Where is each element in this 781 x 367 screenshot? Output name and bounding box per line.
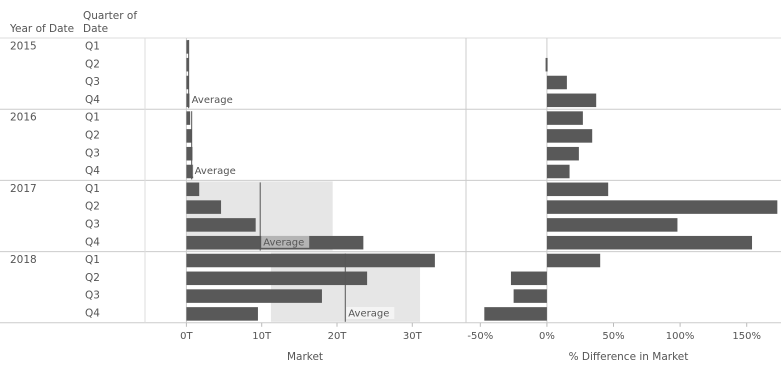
quarter-label: Q4 [85, 94, 100, 106]
average-label-bg [346, 307, 395, 319]
market-axis-title: Market [287, 351, 323, 363]
pct-diff-bar-2018-Q3 [513, 289, 547, 303]
market-bar-2016-Q1 [186, 111, 191, 125]
average-label-bg [261, 235, 310, 248]
year-column-header: Year of Date [9, 23, 74, 35]
quarter-label: Q2 [85, 272, 100, 284]
pct-diff-bar-2018-Q4 [484, 307, 547, 321]
market-tick-label: 10T [252, 331, 272, 342]
pct-diff-bar-2015-Q4 [546, 93, 597, 108]
quarter-label: Q4 [85, 165, 100, 177]
pct-diff-bar-2017-Q4 [546, 235, 753, 250]
market-bar-2016-Q2 [186, 129, 192, 143]
market-bar-2018-Q4 [186, 307, 258, 321]
quarter-label: Q3 [85, 290, 100, 302]
quarter-label: Q3 [85, 147, 100, 159]
quarter-label: Q2 [85, 201, 100, 213]
average-label-2018: Average [348, 309, 389, 320]
market-bar-2016-Q4 [186, 164, 194, 179]
market-bar-2017-Q2 [186, 200, 222, 214]
market-bar-2015-Q1 [186, 40, 189, 54]
average-label-bg [189, 93, 238, 106]
average-label-2015: Average [192, 95, 233, 106]
quarter-label: Q4 [85, 308, 100, 320]
quarter-label: Q2 [85, 58, 100, 70]
market-bar-2015-Q4 [186, 93, 190, 108]
quarter-label: Q2 [85, 130, 100, 142]
pct-tick-label: 50% [602, 331, 624, 342]
quarter-column-header-line2: Date [83, 23, 108, 35]
pct-diff-bar-2018-Q1 [546, 253, 601, 268]
reference-lines: Average Average Average Average [188, 40, 395, 322]
market-tick-label: 0T [180, 331, 193, 342]
quarter-label: Q1 [85, 254, 100, 266]
year-label-2016: 2016 [10, 112, 37, 124]
quarter-label: Q4 [85, 236, 100, 248]
average-label-bg [192, 164, 241, 177]
pct-diff-bar-2016-Q3 [546, 146, 579, 161]
bars [186, 40, 778, 321]
market-bar-2015-Q2 [186, 57, 189, 72]
market-tick-label: 20T [328, 331, 348, 342]
average-label-2016: Average [195, 166, 236, 177]
pct-diff-bar-2017-Q3 [546, 218, 678, 232]
pct-diff-bar-2016-Q1 [546, 111, 583, 125]
year-label-2018: 2018 [10, 254, 37, 266]
pct-tick-label: -50% [467, 331, 493, 342]
pct-diff-bar-2015-Q2 [545, 57, 548, 72]
market-bar-2018-Q1 [186, 253, 435, 268]
pct-tick-label: 150% [732, 331, 761, 342]
quarter-label: Q1 [85, 41, 100, 53]
pct-diff-bar-2017-Q2 [546, 200, 778, 214]
pct-axis-title: % Difference in Market [569, 351, 689, 363]
market-bar-2018-Q3 [186, 289, 322, 303]
average-label-2017: Average [263, 237, 304, 248]
year-label-2015: 2015 [10, 41, 37, 53]
pct-tick-label: 0% [539, 331, 555, 342]
quarter-label: Q1 [85, 112, 100, 124]
pct-diff-bar-2016-Q4 [546, 164, 570, 179]
pct-diff-bar-2018-Q2 [510, 271, 547, 286]
pct-diff-bar-2015-Q3 [546, 75, 567, 90]
market-tick-label: 30T [403, 331, 423, 342]
quarter-column-header-line1: Quarter of [83, 10, 137, 22]
pct-tick-label: 100% [666, 331, 695, 342]
market-bar-2017-Q3 [186, 218, 256, 232]
pct-diff-bar-2017-Q1 [546, 182, 609, 197]
market-bar-2016-Q3 [186, 146, 193, 161]
market-bar-2018-Q2 [186, 271, 368, 286]
market-bar-2015-Q3 [186, 75, 189, 90]
quarter-label: Q3 [85, 219, 100, 231]
year-label-2017: 2017 [10, 183, 37, 195]
market-bar-2017-Q1 [186, 182, 200, 197]
quarter-label: Q1 [85, 183, 100, 195]
quarter-label: Q3 [85, 76, 100, 88]
pct-diff-bar-2016-Q2 [546, 129, 593, 143]
